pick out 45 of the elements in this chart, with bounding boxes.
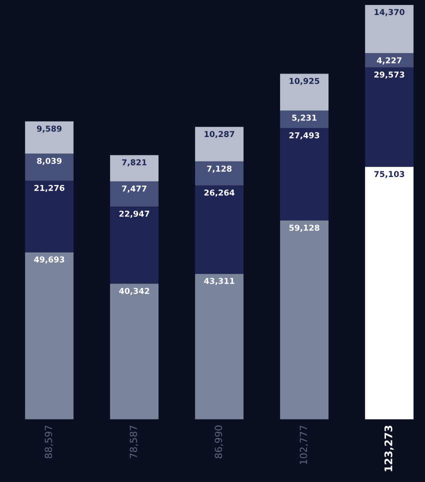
total-label: 102,777 xyxy=(300,426,308,464)
bar xyxy=(280,220,329,420)
data-label: 22,947 xyxy=(119,210,150,218)
data-label: 4,227 xyxy=(376,57,402,64)
data-label: 7,128 xyxy=(207,166,232,173)
data-label: 27,493 xyxy=(289,132,320,140)
data-label: 8,039 xyxy=(37,158,62,165)
bar xyxy=(25,121,74,154)
bar xyxy=(25,180,74,252)
data-label: 29,573 xyxy=(374,72,404,79)
data-label: 5,231 xyxy=(292,114,316,122)
total-label: 123,273 xyxy=(384,426,394,472)
bar xyxy=(280,74,329,110)
data-label: 10,925 xyxy=(290,78,320,86)
bar xyxy=(195,126,244,162)
data-label: 21,276 xyxy=(34,184,64,192)
bar xyxy=(195,185,244,274)
data-label: 9,589 xyxy=(36,126,62,133)
bar xyxy=(110,181,159,207)
bar xyxy=(25,252,74,420)
bar xyxy=(280,110,329,128)
data-label: 59,128 xyxy=(289,224,320,232)
bar xyxy=(25,154,74,181)
bar xyxy=(365,4,414,54)
total-label: 86,990 xyxy=(214,426,224,458)
bar xyxy=(195,274,244,420)
bar xyxy=(365,67,414,167)
data-label: 49,693 xyxy=(34,256,64,264)
data-label: 75,103 xyxy=(374,170,404,178)
data-label: 10,287 xyxy=(204,131,234,138)
bar xyxy=(195,161,244,186)
bar xyxy=(365,166,414,420)
data-label: 40,342 xyxy=(119,288,150,295)
data-label: 7,477 xyxy=(122,186,146,193)
total-label: 78,587 xyxy=(130,426,138,458)
total-label: 88,597 xyxy=(44,426,54,458)
bar xyxy=(280,128,329,221)
data-label: 14,370 xyxy=(374,8,404,16)
bar xyxy=(110,155,159,182)
data-label: 43,311 xyxy=(204,278,234,285)
bar xyxy=(110,284,159,420)
bar xyxy=(365,53,414,68)
bar xyxy=(110,206,159,284)
data-label: 7,821 xyxy=(122,159,146,166)
data-label: 26,264 xyxy=(204,190,234,197)
